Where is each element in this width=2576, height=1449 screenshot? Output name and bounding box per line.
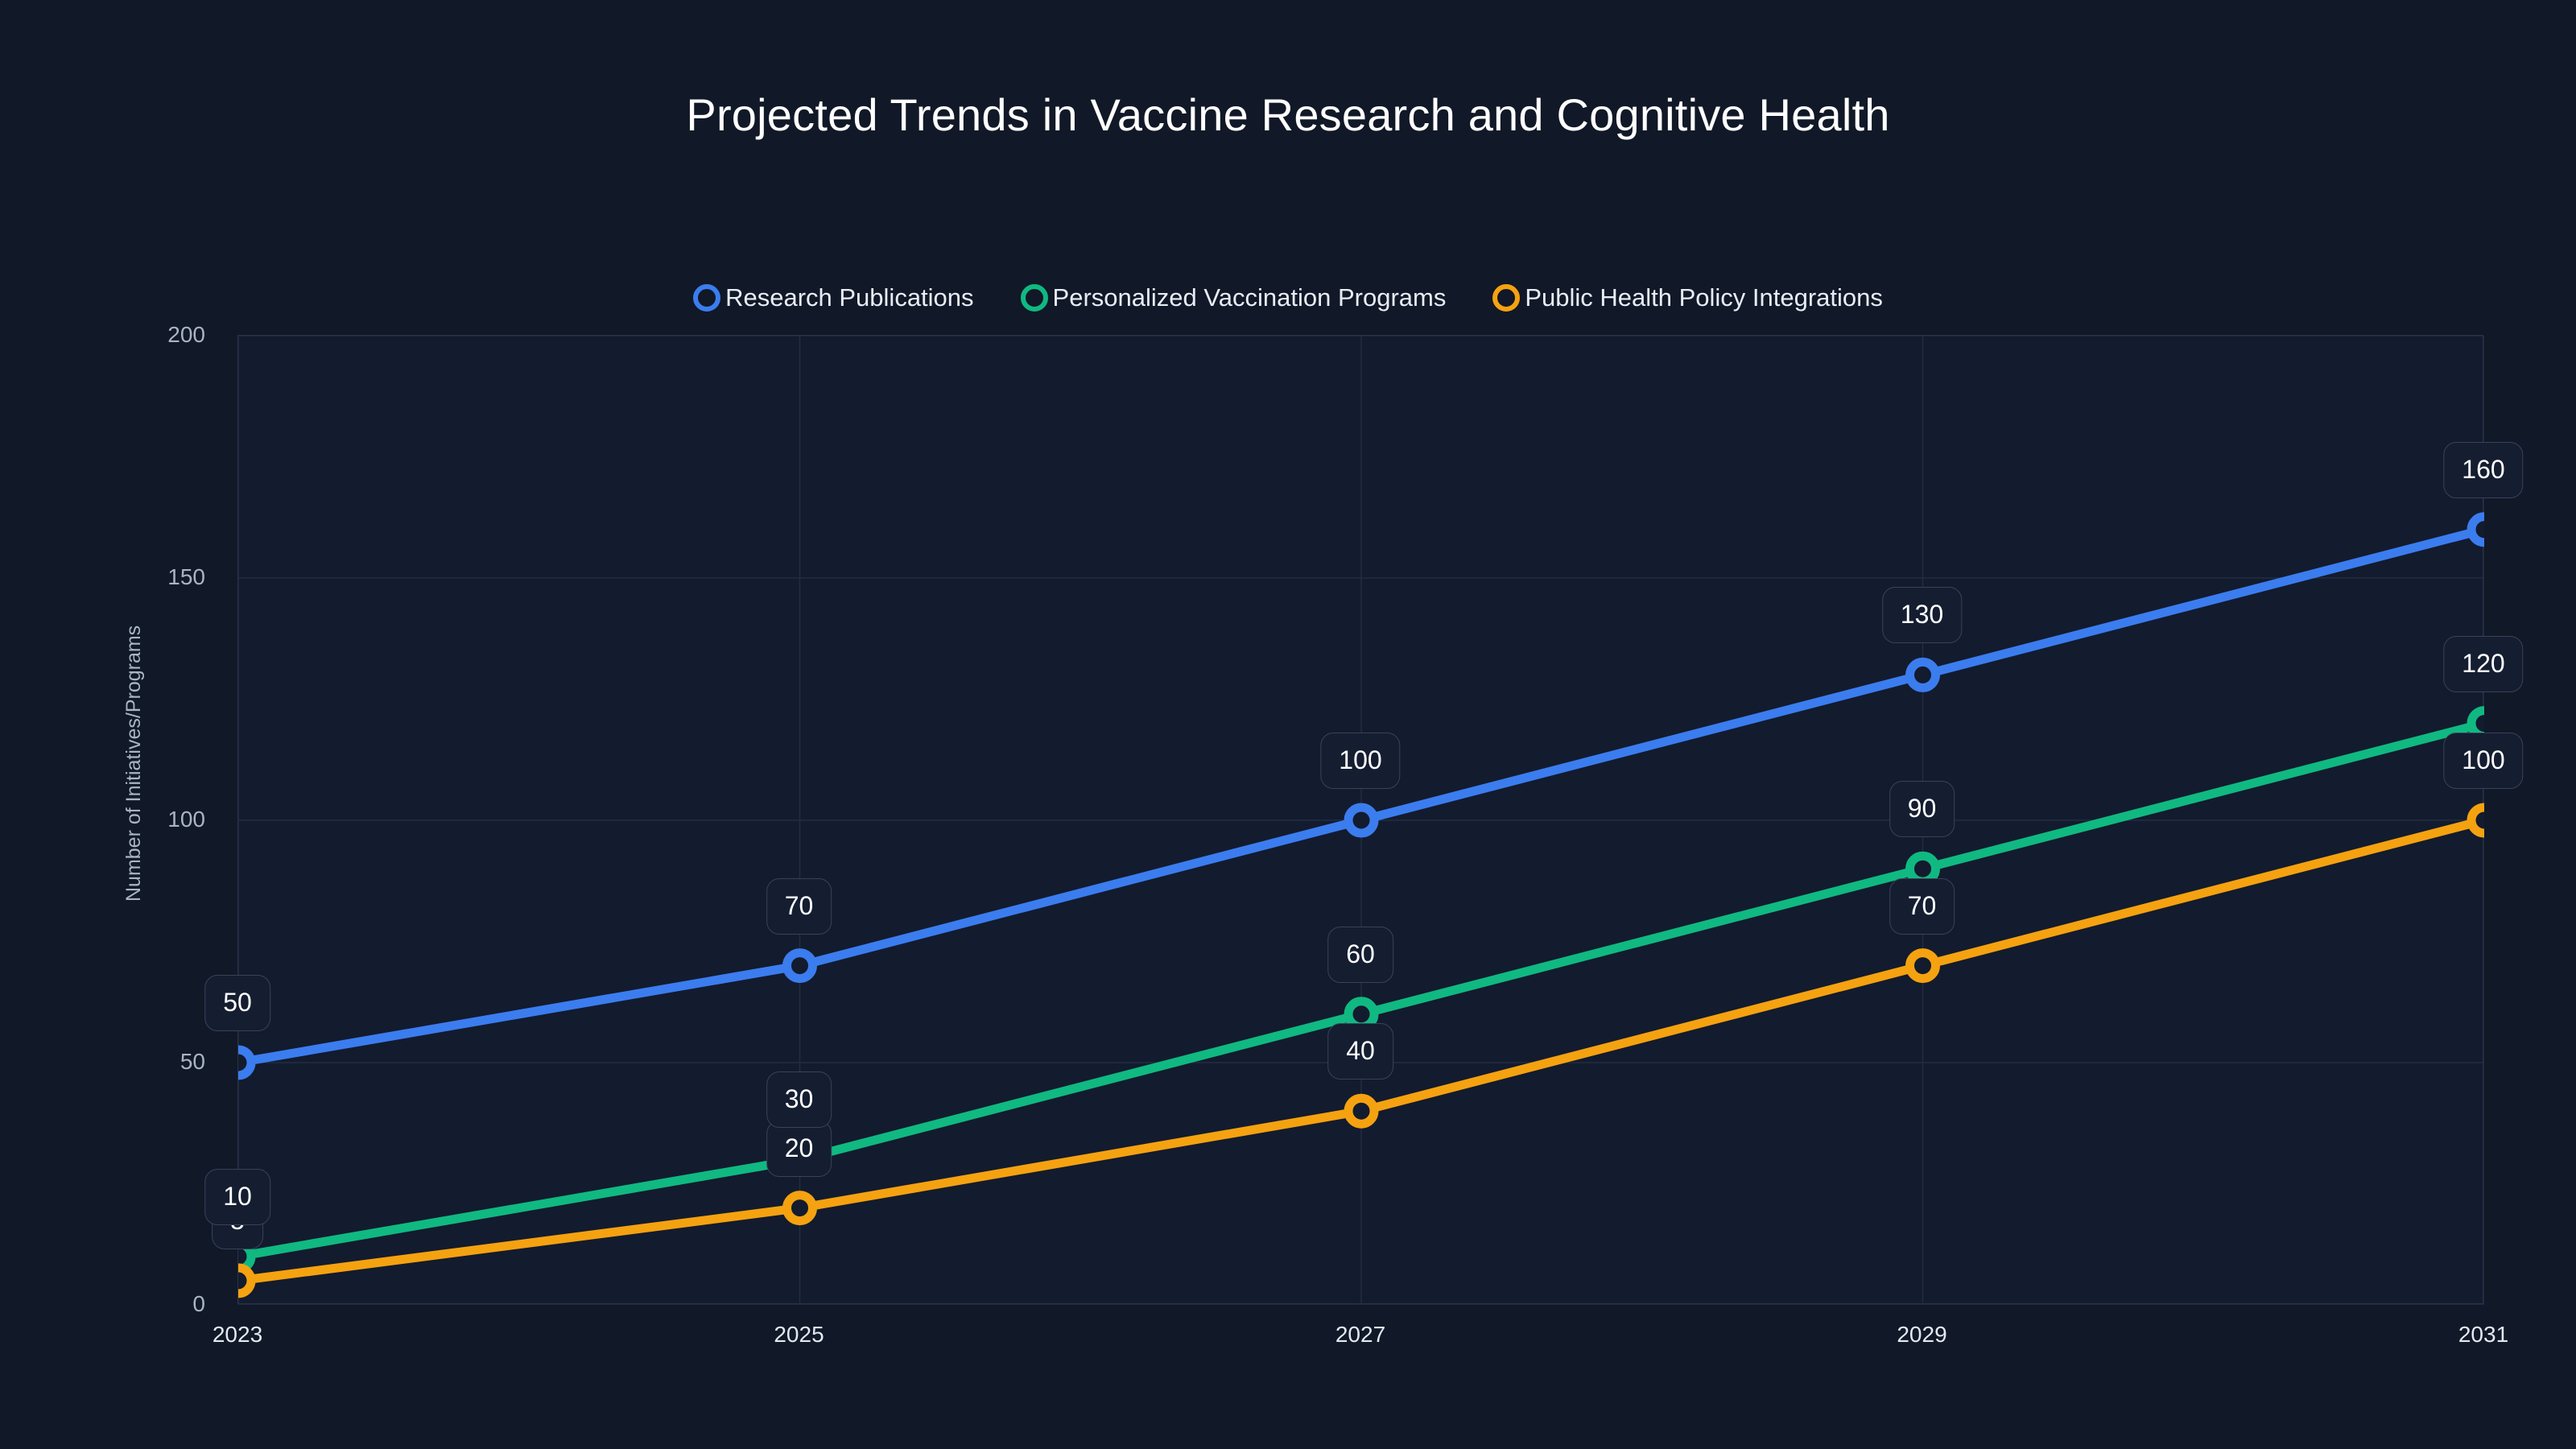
data-point-label: 100 [1320, 733, 1401, 789]
y-axis-title: Number of Initiatives/Programs [122, 625, 145, 902]
data-point-label: 60 [1327, 926, 1393, 983]
x-axis-tick-label: 2031 [2458, 1322, 2509, 1347]
data-point-marker[interactable] [238, 1239, 256, 1274]
data-point-label: 20 [766, 1120, 832, 1177]
x-axis-tick-label: 2025 [774, 1322, 824, 1347]
data-point-marker[interactable] [238, 1263, 256, 1298]
ring-marker-icon [1492, 284, 1521, 312]
data-point-marker[interactable] [1344, 1093, 1379, 1129]
x-axis-tick-label: 2027 [1335, 1322, 1386, 1347]
data-point-marker[interactable] [782, 1191, 817, 1226]
data-point-label: 40 [1327, 1023, 1393, 1080]
data-point-label: 100 [2443, 733, 2524, 789]
data-point-marker[interactable] [1905, 657, 1940, 692]
y-axis-tick-label: 200 [167, 322, 205, 347]
page-title: Projected Trends in Vaccine Research and… [686, 89, 1890, 140]
data-point-marker[interactable] [2467, 512, 2484, 547]
data-point-marker[interactable] [2467, 706, 2484, 741]
y-axis-tick-label: 50 [180, 1049, 205, 1074]
y-axis-tick-label: 150 [167, 564, 205, 589]
ring-marker-icon [1020, 284, 1048, 312]
legend-item-label: Public Health Policy Integrations [1525, 283, 1883, 312]
legend-item-label: Personalized Vaccination Programs [1052, 283, 1447, 312]
plot-canvas [238, 336, 2484, 1305]
data-point-label: 10 [204, 1168, 270, 1225]
y-axis-tick-label: 0 [192, 1291, 205, 1316]
data-point-label: 90 [1889, 781, 1955, 838]
ring-marker-icon [693, 284, 721, 312]
legend-item[interactable]: Personalized Vaccination Programs [1020, 283, 1447, 312]
legend-item[interactable]: Research Publications [693, 283, 974, 312]
data-point-label: 70 [1889, 877, 1955, 935]
y-axis-tick-label: 100 [167, 807, 205, 832]
data-point-marker[interactable] [782, 948, 817, 984]
plot-area [237, 335, 2484, 1305]
legend-item-label: Research Publications [725, 283, 974, 312]
data-point-label: 130 [1881, 587, 1963, 644]
data-point-marker[interactable] [2467, 803, 2484, 838]
chart-legend: Research Publications Personalized Vaccin… [0, 283, 2576, 312]
data-point-label: 70 [766, 877, 832, 935]
data-point-label: 120 [2443, 635, 2524, 692]
legend-item[interactable]: Public Health Policy Integrations [1492, 283, 1883, 312]
data-point-label: 160 [2443, 441, 2524, 498]
data-point-marker[interactable] [238, 1045, 256, 1080]
data-point-marker[interactable] [1905, 948, 1940, 984]
data-point-marker[interactable] [1344, 803, 1379, 838]
x-axis-tick-label: 2029 [1897, 1322, 1947, 1347]
data-point-label: 50 [204, 975, 270, 1031]
data-point-label: 30 [766, 1071, 832, 1129]
x-axis-tick-label: 2023 [212, 1322, 263, 1347]
